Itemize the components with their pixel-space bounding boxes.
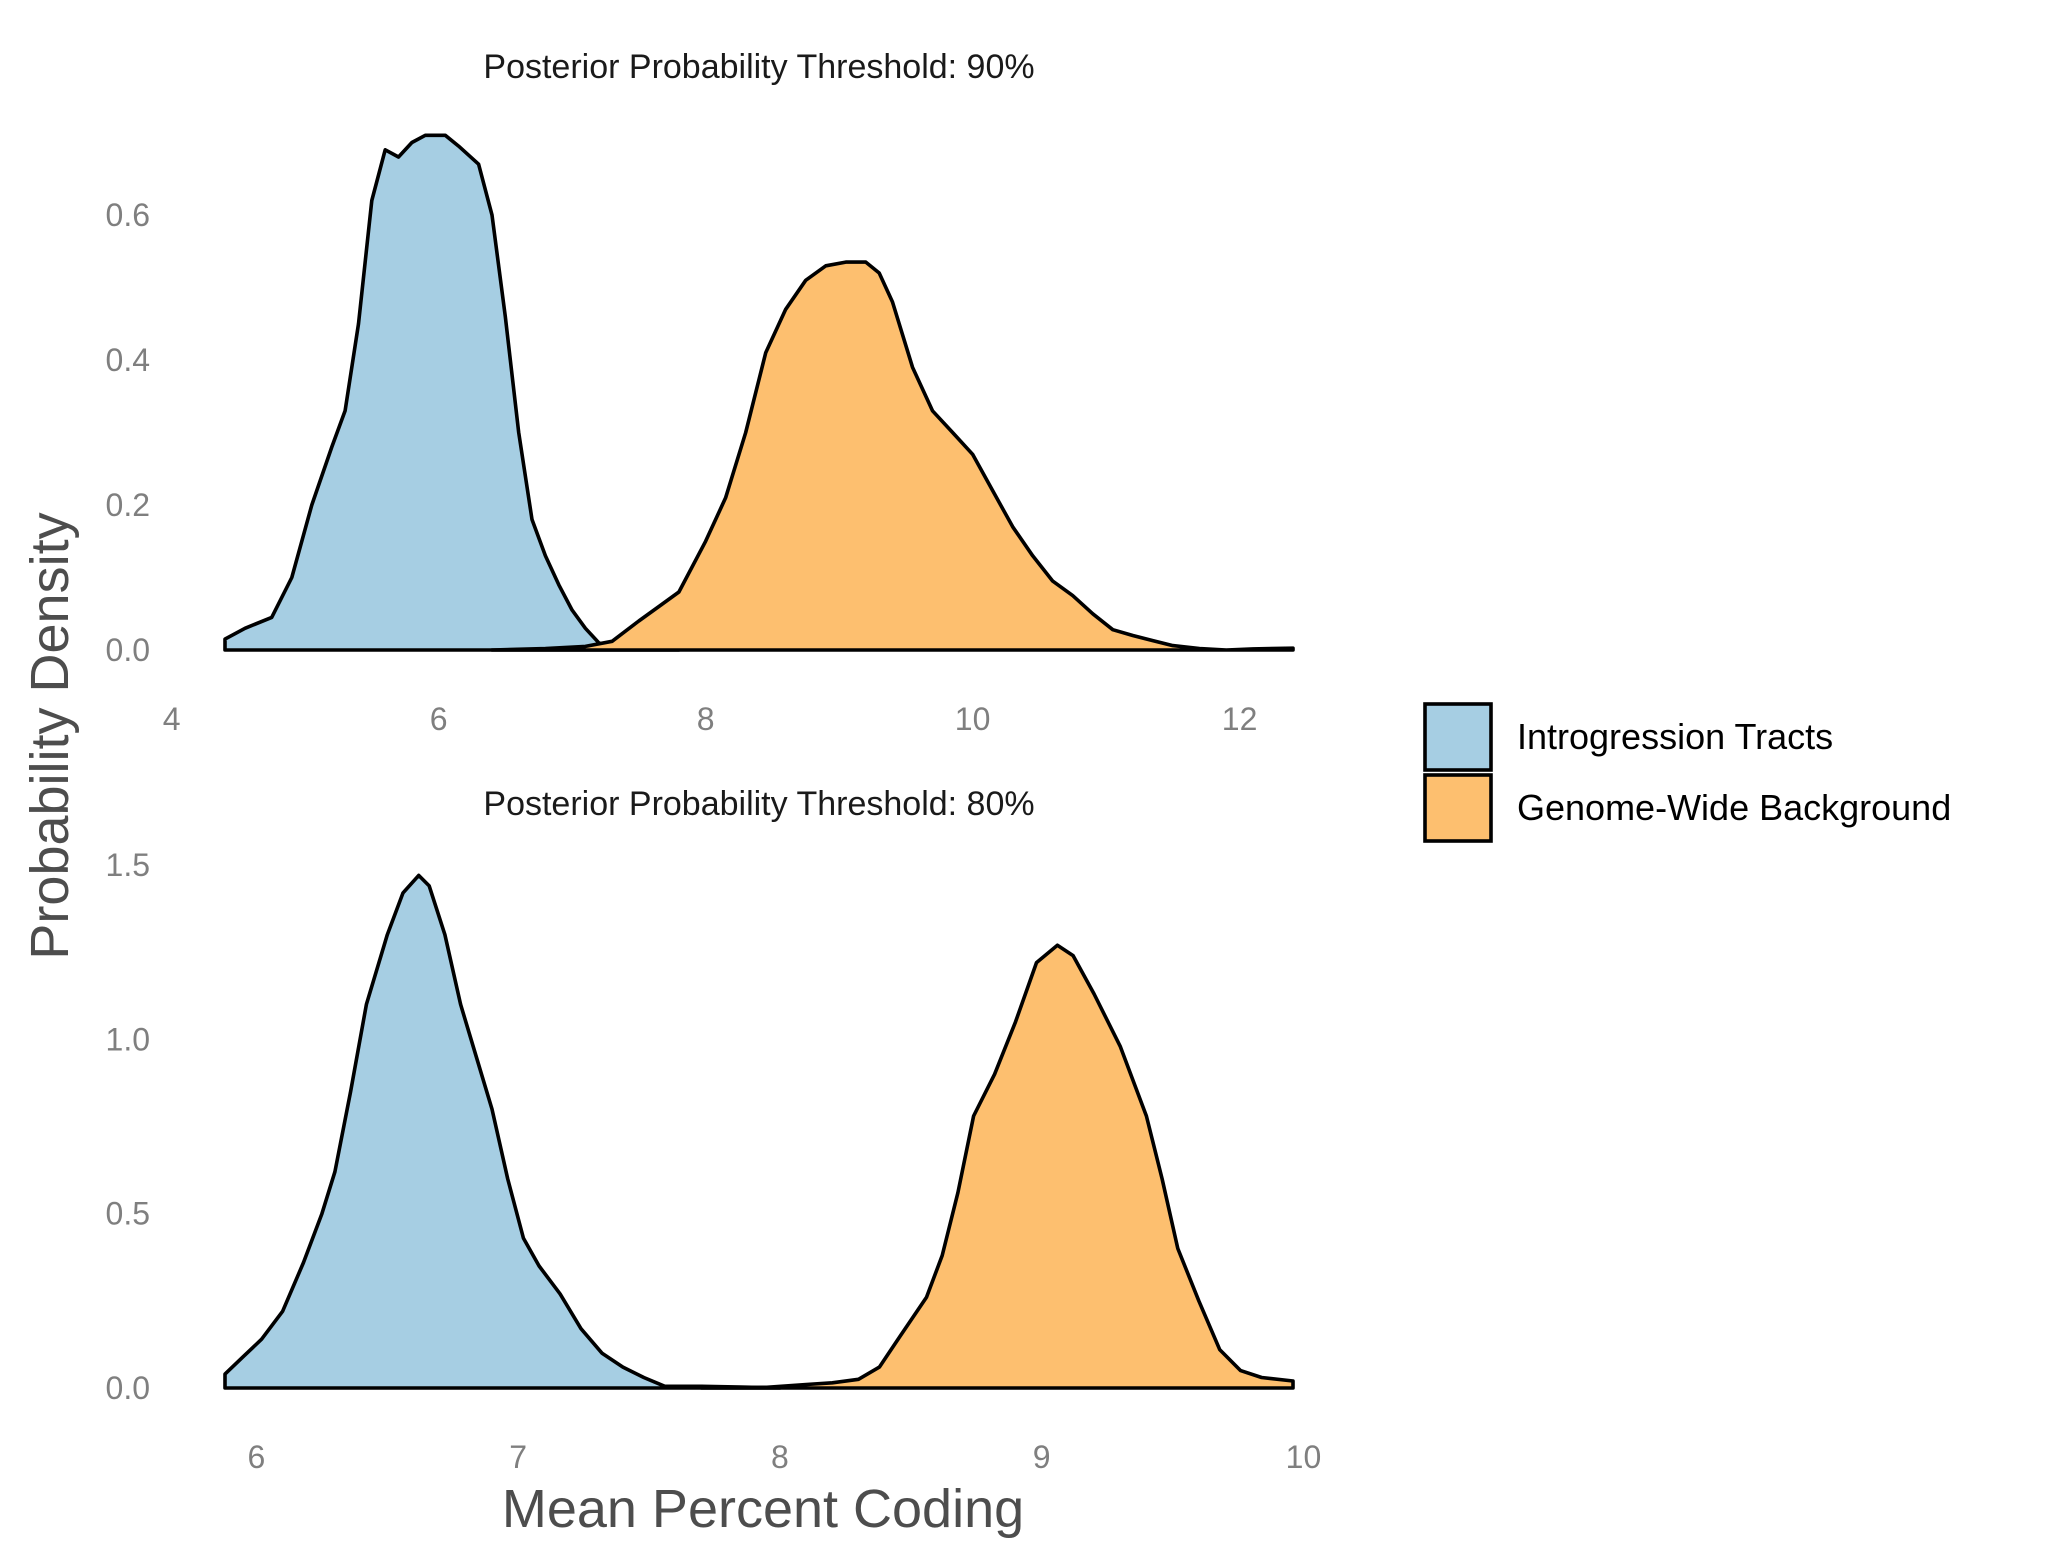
y-tick-label: 0.0 <box>106 1370 150 1406</box>
x-tick-label: 12 <box>1222 701 1258 737</box>
y-tick-label: 1.0 <box>106 1021 150 1057</box>
y-tick-label: 0.0 <box>106 632 150 668</box>
density-area-introgression-tracts <box>223 873 782 1390</box>
density-area-genome-wide-background <box>699 943 1295 1390</box>
x-tick-label: 8 <box>771 1439 789 1475</box>
y-axis-title: Probability Density <box>20 512 80 959</box>
density-area-genome-wide-background <box>490 260 1295 652</box>
x-tick-label: 6 <box>430 701 448 737</box>
y-tick-label: 0.4 <box>106 342 150 378</box>
panel-title: Posterior Probability Threshold: 80% <box>483 785 1034 823</box>
panel-title: Posterior Probability Threshold: 90% <box>483 48 1034 86</box>
x-tick-label: 8 <box>697 701 715 737</box>
y-tick-label: 1.5 <box>106 847 150 883</box>
legend-swatch-genome-wide-background <box>1423 773 1493 843</box>
y-tick-label: 0.5 <box>106 1196 150 1232</box>
panel-90-percent: Posterior Probability Threshold: 90% 4 6 8 1… <box>106 48 1295 737</box>
density-area-introgression-tracts <box>223 133 681 652</box>
legend-label-introgression-tracts: Introgression Tracts <box>1517 716 1833 757</box>
x-tick-label: 10 <box>955 701 991 737</box>
x-tick-label: 7 <box>509 1439 527 1475</box>
x-tick-label: 9 <box>1033 1439 1051 1475</box>
x-tick-label: 6 <box>248 1439 266 1475</box>
x-axis-title: Mean Percent Coding <box>502 1479 1024 1539</box>
panel-80-percent: Posterior Probability Threshold: 80% 6 7 8 9… <box>106 785 1322 1475</box>
legend-swatch-introgression-tracts <box>1423 702 1493 772</box>
y-tick-label: 0.2 <box>106 487 150 523</box>
legend: Introgression Tracts Genome-Wide Backgro… <box>1423 702 1951 843</box>
x-tick-label: 4 <box>163 701 181 737</box>
x-tick-label: 10 <box>1286 1439 1322 1475</box>
y-tick-label: 0.6 <box>106 197 150 233</box>
legend-label-genome-wide-background: Genome-Wide Background <box>1517 787 1951 828</box>
